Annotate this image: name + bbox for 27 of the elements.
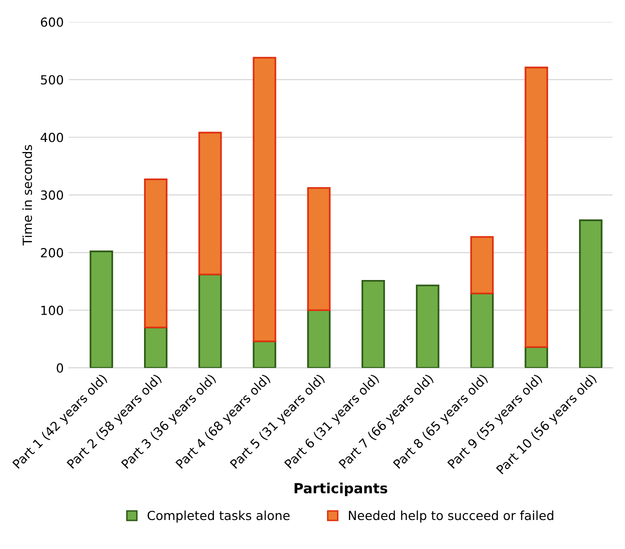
x-axis-title: Participants	[294, 482, 388, 496]
bar	[524, 66, 548, 348]
bar	[470, 292, 494, 368]
legend-label: Needed help to succeed or failed	[348, 510, 554, 523]
y-axis-title: Time in seconds	[22, 144, 32, 246]
y-tick-label: 400	[40, 132, 64, 142]
bar	[90, 250, 114, 368]
bar	[579, 219, 602, 368]
bar	[416, 284, 440, 368]
bar	[252, 340, 276, 368]
bar	[144, 178, 168, 328]
y-tick-label: 300	[40, 190, 64, 200]
bar	[252, 56, 276, 342]
bar	[470, 236, 494, 294]
bar	[198, 132, 222, 276]
y-tick-label: 600	[40, 17, 64, 27]
legend-label: Completed tasks alone	[148, 510, 290, 523]
bar	[198, 274, 222, 368]
bar	[307, 309, 331, 368]
y-tick-label: 200	[40, 248, 64, 258]
bar	[362, 280, 385, 368]
y-tick-label: 100	[41, 306, 64, 316]
bar	[524, 346, 548, 368]
y-tick-label: 0	[56, 363, 64, 373]
bar	[144, 326, 168, 368]
bar	[307, 187, 331, 312]
y-tick-label: 500	[40, 75, 64, 85]
